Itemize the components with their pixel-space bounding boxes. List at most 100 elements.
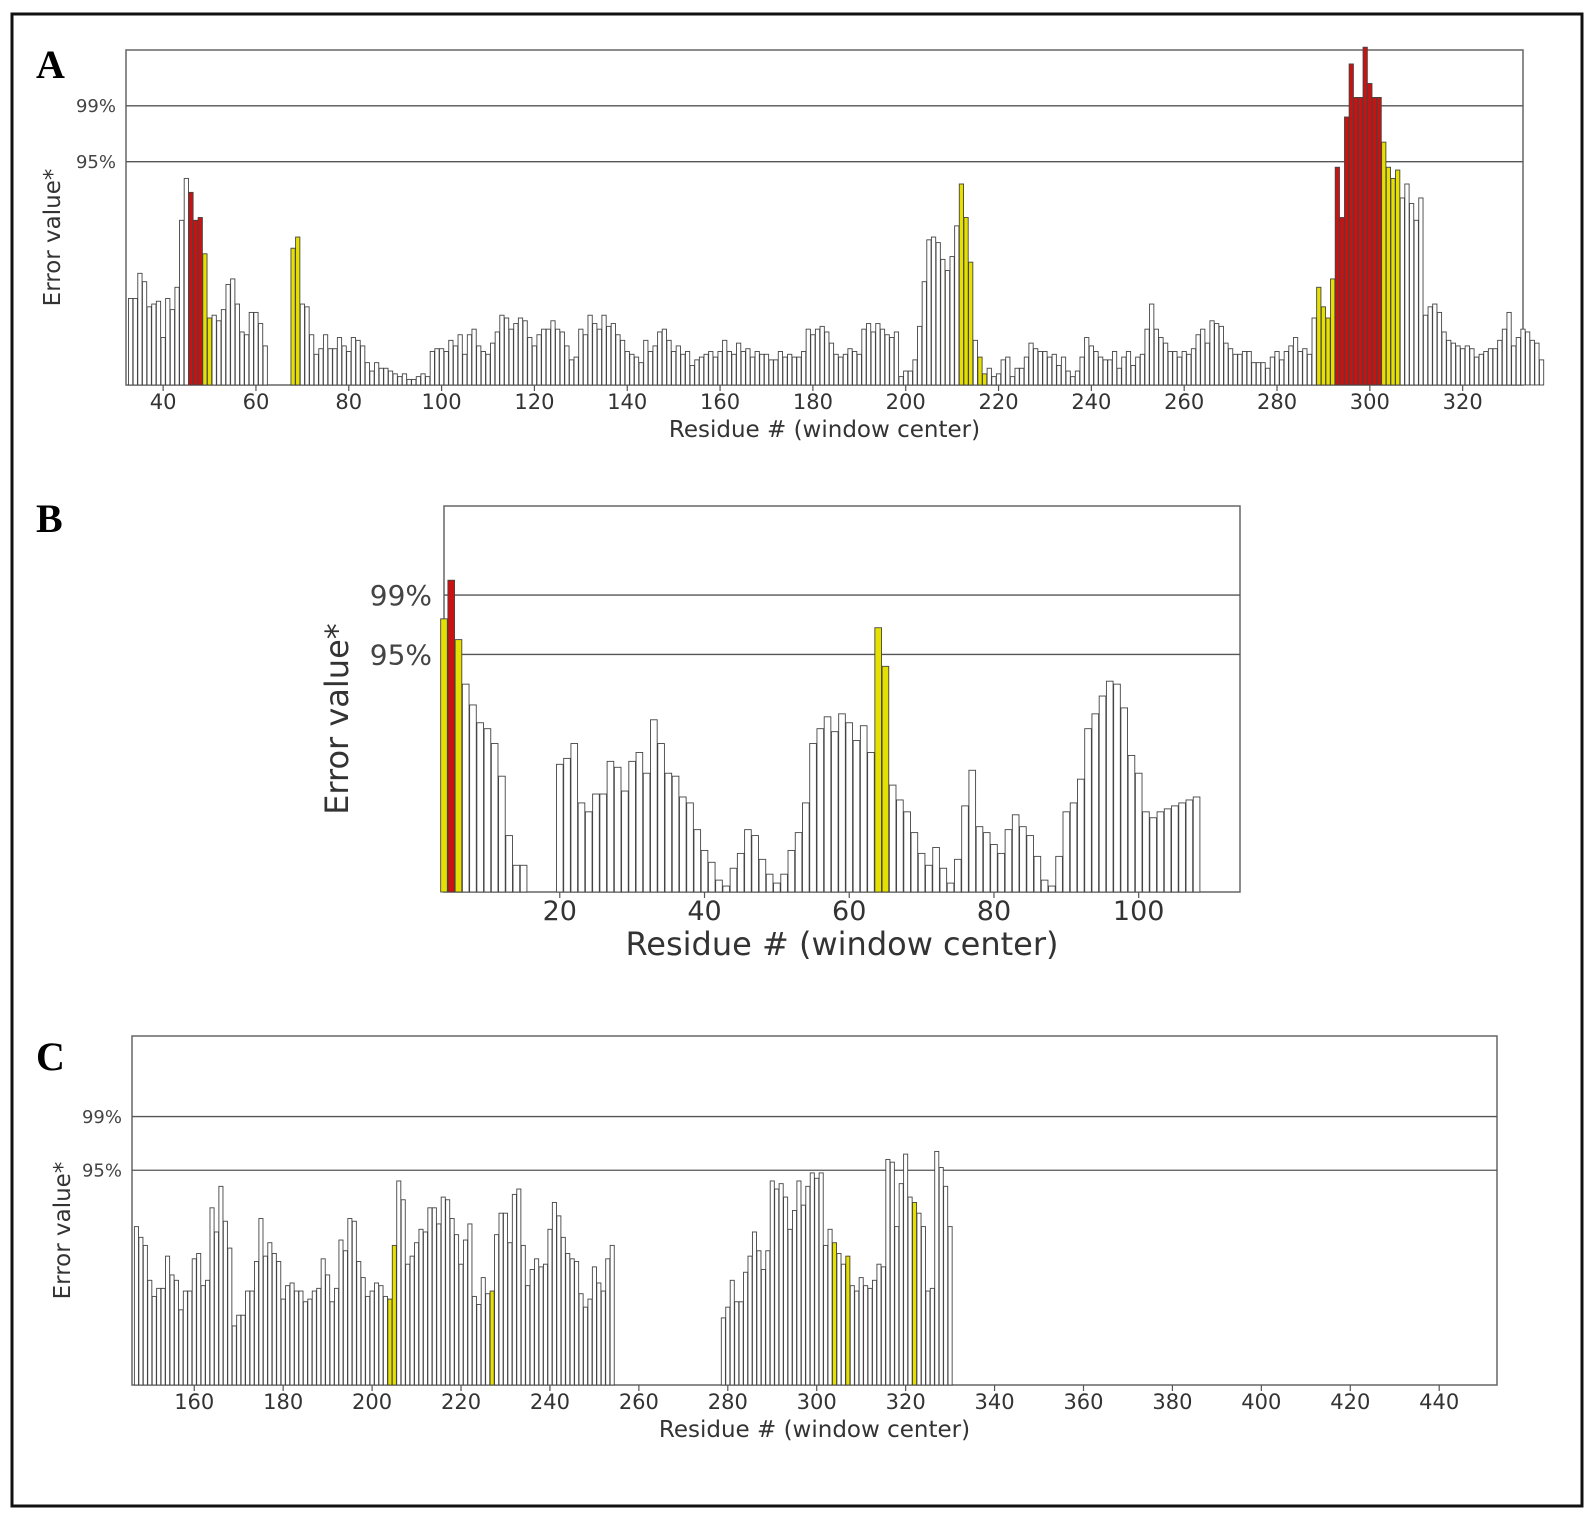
x-tick-label: 440: [1419, 1390, 1459, 1414]
bar-residue-191: [329, 1301, 335, 1386]
bar-residue-284: [1292, 337, 1299, 386]
bar-residue-227: [489, 1290, 495, 1386]
bar-residue-37: [679, 796, 687, 893]
bar-residue-241: [551, 1201, 557, 1386]
bar-residue-62: [262, 345, 268, 386]
bar-residue-212: [958, 183, 965, 386]
bar-residue-108: [476, 345, 482, 386]
bar-residue-335: [1529, 339, 1535, 386]
x-tick-label: 360: [1063, 1390, 1103, 1414]
bar-residue-158: [182, 1290, 188, 1386]
bar-residue-149: [666, 339, 672, 386]
x-tick-label: 260: [619, 1390, 659, 1414]
bar-residue-87: [1040, 879, 1049, 893]
y-axis-label: Error value*: [50, 1162, 76, 1300]
bar-residue-238: [538, 1266, 544, 1386]
bar-residue-147: [133, 1226, 139, 1386]
bar-residue-199: [365, 1295, 371, 1386]
bar-residue-132: [587, 314, 593, 386]
bar-residue-97: [425, 376, 431, 386]
bar-residue-161: [722, 339, 728, 386]
bar-residue-75: [954, 858, 962, 893]
bar-residue-198: [893, 331, 900, 386]
bar-residue-275: [1251, 362, 1257, 386]
bar-residue-227: [1028, 342, 1034, 386]
bar-residue-127: [564, 345, 570, 386]
bar-residue-36: [671, 775, 680, 893]
bar-residue-115: [508, 328, 514, 386]
bar-residue-85: [1026, 835, 1034, 893]
bar-residue-257: [1167, 351, 1173, 386]
bar-residue-298: [1357, 97, 1364, 386]
bar-residue-41: [707, 861, 716, 893]
x-tick-label: 60: [832, 896, 866, 927]
bar-residue-248: [1125, 351, 1132, 386]
bar-residue-294: [1339, 217, 1345, 386]
x-tick-label: 180: [263, 1390, 303, 1414]
bar-residue-317: [889, 1161, 895, 1386]
bar-residue-40: [160, 337, 166, 386]
bar-residue-186: [307, 1298, 313, 1386]
bar-residue-203: [382, 1295, 388, 1386]
bar-residue-286: [751, 1231, 757, 1386]
bar-residue-95: [415, 376, 421, 386]
bar-residue-150: [671, 351, 677, 386]
bar-residue-153: [160, 1287, 166, 1386]
bar-residue-319: [898, 1183, 904, 1386]
bar-residue-240: [547, 1228, 553, 1386]
bar-residue-169: [231, 1325, 237, 1386]
bar-residue-287: [1306, 353, 1313, 386]
bar-residue-38: [686, 802, 694, 893]
bar-residue-62: [859, 725, 868, 893]
bar-residue-208: [405, 1263, 411, 1386]
bar-residue-12: [498, 775, 506, 893]
bar-residue-82: [355, 339, 361, 386]
bar-residue-90: [1062, 811, 1071, 893]
bar-residue-308: [849, 1285, 855, 1386]
bar-residue-118: [522, 320, 528, 386]
bar-residue-221: [462, 1239, 468, 1386]
bar-residue-333: [1520, 328, 1526, 386]
x-tick-label: 320: [1443, 390, 1483, 414]
bar-residue-297: [1353, 97, 1359, 386]
bar-residue-129: [573, 356, 579, 386]
bar-residue-291: [1325, 317, 1331, 386]
bar-residue-156: [698, 356, 705, 386]
bar-residue-11: [490, 743, 499, 893]
bar-residue-320: [903, 1153, 909, 1386]
bar-residue-237: [1074, 370, 1081, 386]
bar-residue-184: [828, 342, 835, 386]
bar-residue-57: [239, 331, 245, 386]
threshold-label: 95%: [76, 152, 116, 173]
bar-residue-305: [836, 1253, 842, 1386]
bar-residue-50: [206, 317, 213, 386]
bar-residue-185: [302, 1301, 308, 1386]
bar-residue-200: [369, 1290, 375, 1386]
bar-residue-160: [191, 1258, 197, 1386]
bar-residue-35: [664, 772, 673, 893]
bar-residue-300: [1367, 83, 1373, 386]
bar-residue-224: [1014, 367, 1020, 386]
bar-residue-55: [809, 743, 817, 893]
bar-residue-204: [387, 1298, 393, 1386]
bar-residue-89: [387, 370, 394, 386]
bar-residue-75: [322, 334, 329, 386]
bar-residue-204: [921, 281, 927, 386]
bar-residue-182: [819, 325, 825, 386]
bar-residue-293: [1334, 166, 1340, 386]
bar-residue-247: [1121, 356, 1127, 386]
x-tick-label: 300: [797, 1390, 837, 1414]
bar-residue-125: [555, 328, 561, 386]
bar-residue-323: [1474, 356, 1480, 386]
bar-residue-146: [652, 345, 658, 386]
bar-residue-165: [213, 1231, 219, 1386]
bar-residue-74: [946, 882, 955, 893]
bar-residue-216: [440, 1196, 446, 1386]
bar-residue-43: [174, 286, 180, 386]
bar-residue-218: [986, 367, 992, 386]
bar-residue-239: [543, 1263, 548, 1386]
x-tick-label: 240: [530, 1390, 570, 1414]
bar-residue-83: [360, 345, 366, 386]
bar-residue-317: [1446, 339, 1452, 386]
